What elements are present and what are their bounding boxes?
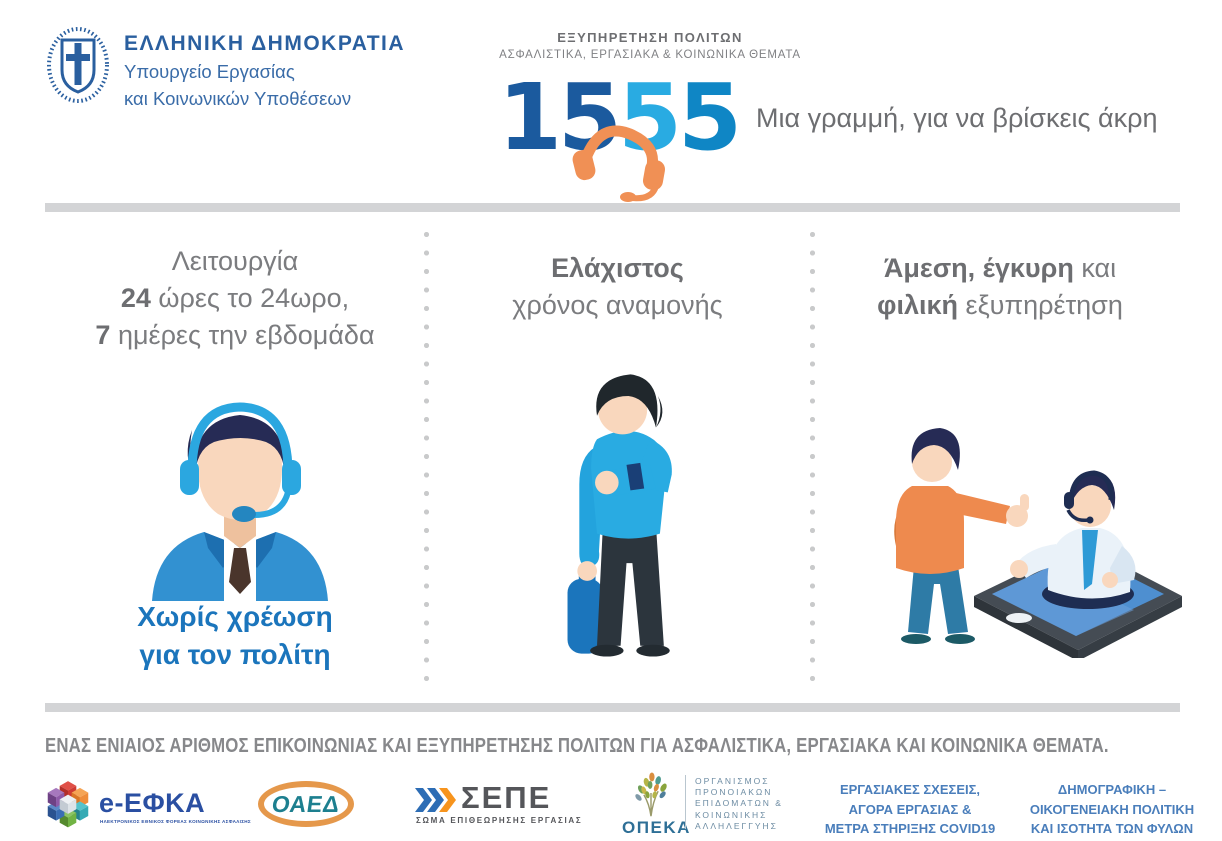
waiting-line-2: χρόνος αναμονής [512,290,723,320]
demographic-policy-block: ΔΗΜΟΓΡΑΦΙΚΗ – ΟΙΚΟΓΕΝΕΙΑΚΗ ΠΟΛΙΤΙΚΗ ΚΑΙ … [1020,780,1204,839]
efka-subtext: ΗΛΕΚΤΡΟΝΙΚΟΣ ΕΘΝΙΚΟΣ ΦΟΡΕΑΣ ΚΟΙΝΩΝΙΚΗΣ Α… [100,819,251,824]
free-note-line-2: για τον πολίτη [139,639,331,670]
oaed-logo: ΟΑΕΔ [258,781,354,827]
free-note-line-1: Χωρίς χρέωση [137,601,333,632]
man-checking-watch-illustration [567,374,672,657]
sepe-subtext: ΣΩΜΑ ΕΠΙΘΕΩΡΗΣΗΣ ΕΡΓΑΣΙΑΣ [416,816,583,825]
labor-line-2: ΑΓΟΡΑ ΕΡΓΑΣΙΑΣ & [848,801,972,817]
bottom-divider-bar [45,703,1180,712]
call-agent-illustration [152,402,328,601]
free-of-charge-note: Χωρίς χρέωση για τον πολίτη [45,598,425,674]
opeka-line-5: ΑΛΛΗΛΕΓΓΥΗΣ [695,820,778,831]
service-kickers: ΕΞΥΠΗΡΕΤΗΣΗ ΠΟΛΙΤΩΝ ΑΣΦΑΛΙΣΤΙΚΑ, ΕΡΓΑΣΙΑ… [455,30,845,61]
feature-availability-heading: Λειτουργία 24 ώρες το 24ωρο, 7 ημέρες τη… [45,243,425,354]
column-separator-2 [810,232,815,694]
opeka-fullname: ΟΡΓΑΝΙΣΜΟΣ ΠΡΟΝΟΙΑΚΩΝ ΕΠΙΔΟΜΑΤΩΝ & ΚΟΙΝΩ… [695,776,783,832]
digit-4: 5 [678,64,742,171]
opeka-tree-icon [635,772,667,817]
demographic-line-1: ΔΗΜΟΓΡΑΦΙΚΗ – [1057,782,1167,797]
ministry-line-1: Υπουργείο Εργασίας [124,61,295,82]
top-divider-bar [45,203,1180,212]
opeka-line-4: ΚΟΙΝΩΝΙΚΗΣ [695,809,768,820]
opeka-name: ΟΠΕΚΑ [622,818,691,837]
feature-waiting-heading: Ελάχιστος χρόνος αναμονής [430,250,805,324]
opeka-line-3: ΕΠΙΔΟΜΑΤΩΝ & [695,798,783,809]
demographic-line-2: ΟΙΚΟΓΕΝΕΙΑΚΗ ΠΟΛΙΤΙΚΗ [1029,801,1195,817]
efka-cubes-icon [47,781,89,828]
waiting-line-1: Ελάχιστος [551,253,684,283]
greek-republic-emblem-icon [47,27,109,103]
availability-line-1: Λειτουργία [171,246,299,276]
ministry-block: ΕΛΛΗΝΙΚΗ ΔΗΜΟΚΡΑΤΙΑ Υπουργείο Εργασίας κ… [124,32,405,110]
demographic-line-3: ΚΑΙ ΙΣΟΤΗΤΑ ΤΩΝ ΦΥΛΩΝ [1030,821,1194,836]
efka-name: e-ΕΦΚΑ [99,788,206,818]
labor-line-1: ΕΡΓΑΣΙΑΚΕΣ ΣΧΕΣΕΙΣ, [839,782,981,797]
column-separator-1 [424,232,429,694]
labor-relations-block: ΕΡΓΑΣΙΑΚΕΣ ΣΧΕΣΕΙΣ, ΑΓΟΡΑ ΕΡΓΑΣΙΑΣ & ΜΕΤ… [818,780,1002,839]
tagline: Μια γραμμή, για να βρίσκεις άκρη [756,103,1158,133]
service-kicker-1: ΕΞΥΠΗΡΕΤΗΣΗ ΠΟΛΙΤΩΝ [557,30,743,45]
opeka-line-2: ΠΡΟΝΟΙΑΚΩΝ [695,787,773,798]
opeka-divider [685,775,686,829]
sepe-name: ΣΕΠΕ [461,780,552,815]
footer-banner: ΕΝΑΣ ΕΝΙΑΙΟΣ ΑΡΙΘΜΟΣ ΕΠΙΚΟΙΝΩΝΙΑΣ ΚΑΙ ΕΞ… [45,735,1109,757]
digit-1: 1 [498,64,562,171]
availability-line-3: 7 ημέρες την εβδομάδα [95,320,375,350]
sepe-chevrons-icon [415,788,456,812]
feature-service-heading: Άμεση, έγκυρη και φιλική εξυπηρέτηση [815,250,1185,324]
headset-icon [572,125,666,202]
opeka-line-1: ΟΡΓΑΝΙΣΜΟΣ [695,776,770,786]
service-line-1: Άμεση, έγκυρη και [883,253,1117,283]
hotline-number-1555: 1555 [498,72,742,164]
thumbs-up-phone-support-illustration [894,428,1182,658]
availability-line-2: 24 ώρες το 24ωρο, [120,283,350,313]
ministry-line-2: και Κοινωνικών Υποθέσεων [124,88,352,109]
labor-line-3: ΜΕΤΡΑ ΣΤΗΡΙΞΗΣ COVID19 [824,821,996,836]
service-kicker-2: ΑΣΦΑΛΙΣΤΙΚΑ, ΕΡΓΑΣΙΑΚΑ & ΚΟΙΝΩΝΙΚΑ ΘΕΜΑΤ… [499,49,801,61]
service-line-2: φιλική εξυπηρέτηση [877,290,1123,320]
hellenic-republic-title: ΕΛΛΗΝΙΚΗ ΔΗΜΟΚΡΑΤΙΑ [124,32,406,55]
oaed-name: ΟΑΕΔ [270,790,342,817]
